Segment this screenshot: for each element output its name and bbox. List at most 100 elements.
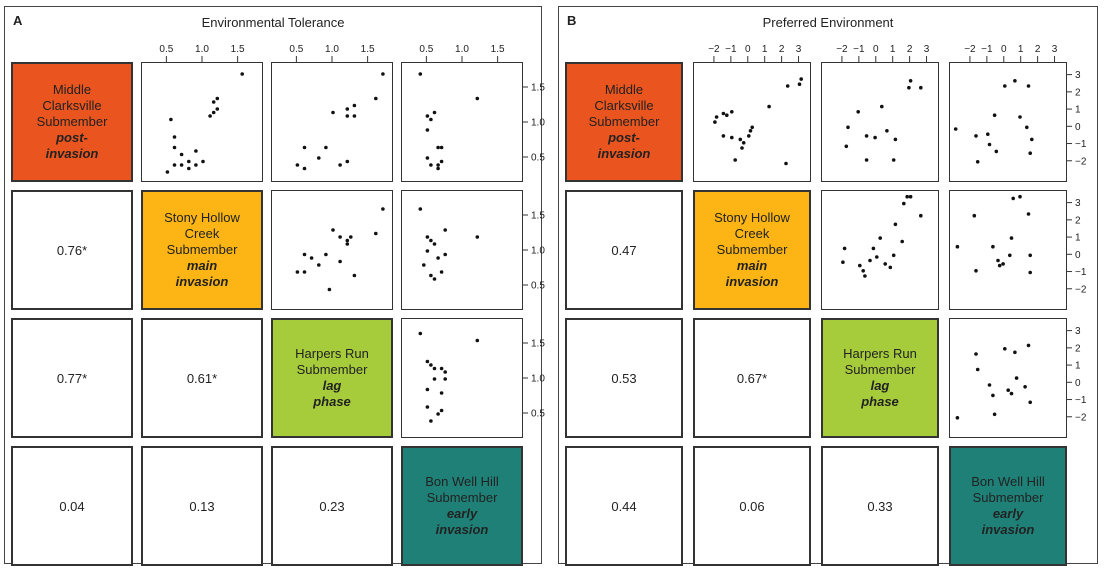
panel-environmental-tolerance: A Environmental Tolerance Middle Clarksvi… xyxy=(4,6,545,566)
stage-line: invasion xyxy=(175,274,229,289)
data-point xyxy=(1009,236,1014,240)
data-point xyxy=(381,72,385,76)
scatter-plot xyxy=(949,318,1067,438)
data-point xyxy=(861,269,865,273)
data-point xyxy=(302,270,307,274)
data-point xyxy=(891,253,896,258)
top-axis: 0.5 1.0 1.5 xyxy=(159,44,245,62)
tick-label: 3 xyxy=(1075,326,1081,337)
data-point xyxy=(1028,151,1032,155)
data-point xyxy=(1003,347,1007,351)
scatter-plot xyxy=(821,62,939,182)
tick-label: 2 xyxy=(907,44,913,55)
data-point xyxy=(986,132,990,136)
data-point xyxy=(974,352,978,356)
data-point xyxy=(338,235,342,239)
data-point xyxy=(240,72,244,76)
scatter-svg xyxy=(418,331,480,423)
label-line: Submember xyxy=(296,362,368,377)
data-point xyxy=(331,110,335,115)
right-axis: 0.5 1.0 1.5 xyxy=(523,83,545,164)
label-line: Creek xyxy=(184,226,220,241)
tick-label: 3 xyxy=(1052,44,1058,55)
top-axis: 0.5 1.0 1.5 xyxy=(419,44,505,62)
data-point xyxy=(432,377,437,381)
data-point xyxy=(425,128,430,132)
data-point xyxy=(905,194,909,199)
data-point xyxy=(324,145,328,150)
data-point xyxy=(907,85,911,90)
data-point xyxy=(436,145,440,150)
tick-label: −1 xyxy=(853,44,865,55)
tick-label: −2 xyxy=(836,44,848,55)
tick-label: 0 xyxy=(873,44,879,55)
data-point xyxy=(974,269,978,273)
tick-label: 1 xyxy=(1018,44,1024,55)
submember-label-stony-hollow: Stony Hollow Creek Submember main invasion xyxy=(693,190,811,310)
correlation-cell: 0.53 xyxy=(565,318,683,438)
data-point xyxy=(721,111,726,116)
correlation-value: 0.53 xyxy=(611,370,637,386)
data-point xyxy=(324,252,328,257)
scatter-svg xyxy=(418,207,480,281)
data-point xyxy=(429,363,433,367)
label-line: Submember xyxy=(166,242,238,257)
data-point xyxy=(302,145,307,150)
tick-label: 1.5 xyxy=(531,339,545,350)
data-point xyxy=(187,166,191,171)
data-point xyxy=(432,110,437,115)
data-point xyxy=(919,213,923,218)
data-point xyxy=(374,231,378,236)
data-point xyxy=(418,207,423,211)
data-point xyxy=(172,135,177,139)
tick-label: −1 xyxy=(1075,267,1087,278)
correlation-cell: 0.76* xyxy=(11,190,133,310)
data-point xyxy=(295,270,300,274)
data-point xyxy=(187,159,191,164)
data-point xyxy=(443,377,447,381)
tick-label: 0.5 xyxy=(159,44,173,55)
label-line: Stony Hollow xyxy=(164,210,240,225)
correlation-cell: 0.13 xyxy=(141,446,263,566)
data-point xyxy=(165,170,170,174)
data-point xyxy=(425,249,430,253)
label-line: Submember xyxy=(716,242,788,257)
tick-label: 3 xyxy=(796,44,802,55)
data-point xyxy=(875,255,879,259)
data-point xyxy=(748,129,753,133)
label-line: Stony Hollow xyxy=(714,210,790,225)
correlation-value: 0.23 xyxy=(319,498,345,514)
correlation-cell: 0.04 xyxy=(11,446,133,566)
data-point xyxy=(797,82,802,86)
data-point xyxy=(345,242,350,246)
data-point xyxy=(439,159,444,164)
data-point xyxy=(880,104,884,109)
tick-label: 1.5 xyxy=(361,44,375,55)
data-point xyxy=(443,252,447,257)
label-line: Clarksville xyxy=(42,98,102,113)
data-point xyxy=(878,236,882,240)
correlation-cell: 0.77* xyxy=(11,318,133,438)
tick-label: 1.0 xyxy=(455,44,469,55)
data-point xyxy=(425,114,430,118)
data-point xyxy=(1013,79,1017,83)
data-point xyxy=(169,117,173,122)
data-point xyxy=(345,107,350,111)
data-point xyxy=(871,246,876,251)
tick-label: 2 xyxy=(1075,215,1081,226)
data-point xyxy=(439,391,444,395)
tick-label: 2 xyxy=(779,44,785,55)
data-point xyxy=(429,117,433,122)
data-point xyxy=(891,158,896,162)
tick-label: 2 xyxy=(1075,87,1081,98)
data-point xyxy=(955,244,960,249)
panel-title: Preferred Environment xyxy=(762,15,894,30)
scatter-svg xyxy=(165,72,244,174)
data-point xyxy=(888,265,893,270)
data-point xyxy=(327,287,332,292)
data-point xyxy=(1006,388,1010,392)
tick-label: −1 xyxy=(725,44,737,55)
data-point xyxy=(919,85,923,90)
data-point xyxy=(1028,270,1032,275)
correlation-value: 0.06 xyxy=(739,498,765,514)
